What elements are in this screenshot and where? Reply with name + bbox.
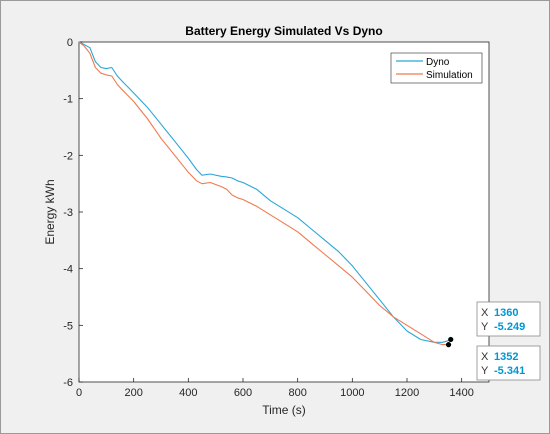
axis-ticks: 0 200 400 600 800 1000 1200 1400 0 -1 -2 -3 -4 -5 -6 [63, 37, 474, 399]
legend-entry-dyno: Dyno [426, 57, 450, 68]
datatip-simulation[interactable]: X 1352 Y -5.341 [476, 345, 541, 381]
chart-title: Battery Energy Simulated Vs Dyno [185, 24, 382, 38]
y-tick-label: -3 [63, 207, 73, 219]
datatip-box [476, 345, 541, 381]
datatip-x-value: 1352 [494, 351, 518, 363]
datatip-marker [448, 336, 454, 343]
x-axis-label: Time (s) [262, 403, 306, 417]
x-tick-label: 200 [124, 387, 142, 399]
x-tick-label: 1000 [340, 387, 364, 399]
series-lines [78, 41, 451, 346]
series-line-simulation [78, 41, 449, 346]
x-tick-label: 600 [234, 387, 252, 399]
datatip-box [476, 301, 541, 337]
legend: Dyno Simulation [390, 52, 483, 84]
datatip-y-label: Y [481, 365, 489, 377]
x-tick-label: 1400 [449, 387, 473, 399]
x-tick-label: 800 [288, 387, 306, 399]
x-tick-label: 400 [179, 387, 197, 399]
datatip-markers [445, 336, 454, 348]
datatip-y-value: -5.249 [494, 321, 525, 333]
x-tick-label: 1200 [395, 387, 419, 399]
datatip-x-label: X [481, 307, 489, 319]
y-tick-label: -6 [63, 377, 73, 389]
datatip-x-value: 1360 [494, 307, 518, 319]
datatip-marker [445, 342, 452, 348]
datatip-y-label: Y [481, 321, 489, 333]
datatip-dyno[interactable]: X 1360 Y -5.249 [476, 301, 541, 337]
y-tick-label: -4 [63, 264, 73, 276]
y-tick-label: -1 [63, 94, 73, 106]
y-tick-label: 0 [67, 37, 73, 49]
legend-box [390, 52, 483, 84]
y-tick-label: -2 [63, 150, 73, 162]
plot-area [78, 41, 490, 383]
y-tick-label: -5 [63, 320, 73, 332]
legend-entry-simulation: Simulation [426, 70, 473, 81]
y-axis-label: Energy kWh [43, 179, 57, 244]
datatip-x-label: X [481, 351, 489, 363]
datatip-y-value: -5.341 [494, 365, 525, 377]
series-line-dyno [78, 41, 451, 343]
x-tick-label: 0 [76, 387, 82, 399]
